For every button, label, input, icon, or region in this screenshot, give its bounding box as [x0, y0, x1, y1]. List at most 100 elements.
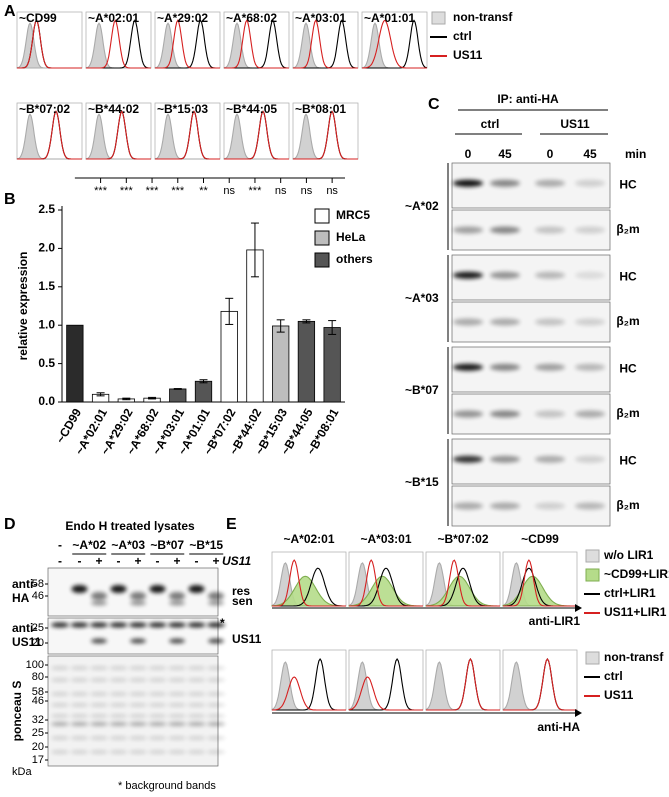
band: [207, 622, 225, 628]
band: [207, 703, 225, 707]
band: [129, 714, 147, 718]
band: [90, 692, 108, 696]
band: [70, 714, 89, 718]
band: [148, 703, 167, 707]
band: [129, 678, 147, 682]
legend-label: ~CD99+LIR1: [604, 567, 669, 581]
histogram-curve: [224, 110, 289, 160]
bar: [66, 324, 84, 403]
band-label: β₂m: [616, 222, 639, 236]
legend-label: ctrl: [604, 669, 623, 683]
band: [453, 318, 483, 326]
blot-label: anti-: [12, 577, 37, 591]
band: [51, 703, 69, 707]
band: [169, 600, 185, 606]
band-label: β₂m: [616, 498, 639, 512]
band: [130, 592, 146, 600]
band: [535, 502, 565, 510]
band: [70, 622, 89, 628]
panel-label: E: [226, 516, 237, 533]
histogram-curve: [271, 676, 346, 711]
band: [168, 692, 186, 696]
marker-label: 46: [32, 590, 44, 602]
histogram-curve: [362, 19, 428, 69]
band: [207, 750, 225, 754]
histogram-title: ~A*03:01: [360, 532, 411, 546]
band: [187, 678, 206, 682]
significance-label: ns: [301, 185, 313, 197]
band: [51, 692, 69, 696]
band: [109, 714, 128, 718]
significance-label: **: [199, 185, 208, 197]
histogram-curve: [155, 19, 220, 69]
legend-swatch: [431, 11, 446, 25]
marker-label: 58: [32, 686, 44, 698]
band: [90, 714, 108, 718]
band: [535, 455, 565, 463]
histogram-title: ~B*07:02: [19, 102, 70, 116]
lane-sign: -: [58, 554, 62, 568]
band: [129, 722, 147, 726]
band: [148, 736, 167, 740]
band: [129, 666, 147, 670]
band: [71, 585, 88, 593]
histogram-title: ~B*44:02: [88, 102, 139, 116]
band: [110, 585, 127, 593]
band: [490, 363, 520, 371]
y-tick-label: 2.0: [38, 241, 55, 255]
histogram-curve: [224, 19, 289, 69]
histogram-curve: [17, 19, 82, 69]
band-label: HC: [619, 362, 637, 376]
marker-label: 20: [32, 637, 44, 649]
marker-label: 100: [26, 659, 44, 671]
band: [188, 585, 205, 593]
band: [453, 410, 483, 418]
histogram-title: ~A*68:02: [226, 11, 277, 25]
band: [90, 703, 108, 707]
histogram-title: ~A*02:01: [283, 532, 334, 546]
band: [90, 722, 108, 726]
histogram-curve: [348, 676, 423, 711]
band: [90, 666, 108, 670]
legend-label: ctrl+LIR1: [604, 586, 656, 600]
band: [168, 714, 186, 718]
block-label: ~A*03: [405, 291, 439, 305]
band: [148, 678, 167, 682]
histogram-curve: [17, 110, 82, 160]
band: [91, 592, 107, 600]
unit-label: min: [625, 147, 646, 161]
band: [148, 622, 167, 628]
band: [129, 703, 147, 707]
lane-sign: +: [212, 554, 219, 568]
significance-label: ns: [326, 185, 338, 197]
blot-note: res: [232, 584, 250, 598]
legend-label: HeLa: [336, 230, 366, 244]
band: [535, 271, 565, 279]
axis-label: anti-HA: [537, 720, 580, 734]
legend-swatch: [585, 549, 600, 563]
histogram-curve: [349, 559, 423, 607]
band: [490, 318, 520, 326]
bar: [297, 320, 316, 403]
band: [575, 318, 605, 326]
band: [90, 678, 108, 682]
y-axis-label: relative expression: [16, 252, 30, 361]
legend-label: MRC5: [336, 208, 370, 222]
band: [109, 678, 128, 682]
blot-box: [47, 655, 219, 767]
band: [575, 410, 605, 418]
band: [70, 736, 89, 740]
band: [575, 363, 605, 371]
band: [453, 363, 483, 371]
group-label: ctrl: [481, 117, 500, 131]
band: [51, 736, 69, 740]
time-label: 45: [583, 147, 597, 161]
blot-label: HA: [12, 591, 30, 605]
band: [187, 750, 206, 754]
bar: [194, 380, 213, 403]
band: [575, 502, 605, 510]
band: [70, 666, 89, 670]
lane-sign: -: [195, 554, 199, 568]
band: [109, 692, 128, 696]
